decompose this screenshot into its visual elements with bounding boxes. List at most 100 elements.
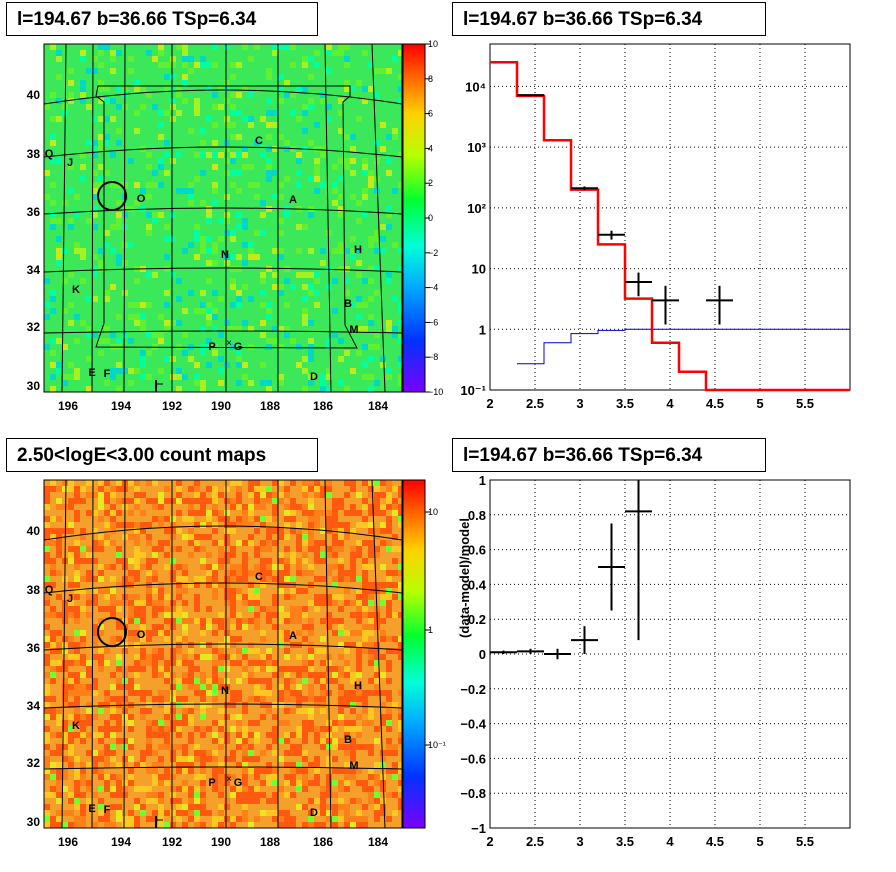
bl-noise-cell [380, 594, 386, 600]
bl-noise-cell [218, 822, 224, 828]
bl-noise-cell [170, 516, 176, 522]
tl-noise-cell [242, 374, 248, 380]
tl-noise-cell [290, 110, 296, 116]
bl-noise-cell [260, 636, 266, 642]
bl-noise-cell [266, 684, 272, 690]
bl-noise-cell [44, 792, 50, 798]
bl-noise-cell [50, 564, 56, 570]
bl-noise-cell [200, 762, 206, 768]
bl-noise-cell [224, 822, 230, 828]
bl-noise-cell [92, 732, 98, 738]
bl-noise-cell [296, 744, 302, 750]
tl-noise-cell [332, 182, 338, 188]
tr-data-point [625, 272, 652, 297]
bl-noise-cell [236, 504, 242, 510]
bl-noise-cell [392, 510, 398, 516]
bl-noise-cell [368, 612, 374, 618]
tl-noise-cell [158, 338, 164, 344]
tl-noise-cell [56, 236, 62, 242]
bl-noise-cell [236, 540, 242, 546]
bl-noise-cell [50, 696, 56, 702]
bl-noise-cell [86, 750, 92, 756]
tl-noise-cell [104, 170, 110, 176]
tl-noise-cell [92, 206, 98, 212]
bl-noise-cell [188, 804, 194, 810]
bl-noise-cell [230, 552, 236, 558]
tl-noise-cell [104, 140, 110, 146]
bl-noise-cell [272, 504, 278, 510]
bl-noise-cell [182, 612, 188, 618]
bl-noise-cell [344, 762, 350, 768]
tl-noise-cell [68, 164, 74, 170]
bl-noise-cell [188, 798, 194, 804]
bl-noise-cell [188, 768, 194, 774]
bl-noise-cell [44, 756, 50, 762]
tl-noise-cell [266, 338, 272, 344]
bl-noise-cell [44, 762, 50, 768]
bl-noise-cell [218, 768, 224, 774]
bl-noise-cell [134, 534, 140, 540]
bl-noise-cell [152, 624, 158, 630]
tl-noise-cell [362, 362, 368, 368]
bl-noise-cell [152, 648, 158, 654]
bl-noise-cell [200, 726, 206, 732]
tl-noise-cell [164, 170, 170, 176]
bl-noise-cell [62, 678, 68, 684]
bl-parallel [43, 525, 403, 541]
bl-noise-cell [56, 708, 62, 714]
bl-colorbar [402, 479, 426, 829]
tl-noise-cell [92, 272, 98, 278]
bl-noise-cell [194, 798, 200, 804]
bl-noise-cell [140, 750, 146, 756]
tl-noise-cell [188, 128, 194, 134]
tl-noise-cell [128, 242, 134, 248]
bl-noise-cell [182, 678, 188, 684]
bl-noise-cell [350, 576, 356, 582]
bl-noise-cell [110, 504, 116, 510]
bl-noise-cell [50, 528, 56, 534]
bl-noise-cell [344, 822, 350, 828]
bl-noise-cell [212, 684, 218, 690]
tl-noise-cell [206, 218, 212, 224]
bl-noise-cell [80, 654, 86, 660]
tl-noise-cell [110, 332, 116, 338]
bl-noise-cell [176, 606, 182, 612]
tl-noise-cell [278, 254, 284, 260]
tl-noise-cell [320, 386, 326, 392]
bl-noise-cell [368, 714, 374, 720]
bl-noise-cell [308, 528, 314, 534]
bl-noise-cell [236, 690, 242, 696]
bl-noise-cell [344, 780, 350, 786]
tl-noise-cell [176, 296, 182, 302]
bl-noise-cell [392, 612, 398, 618]
bl-noise-cell [212, 822, 218, 828]
bl-noise-cell [248, 540, 254, 546]
bl-noise-cell [152, 516, 158, 522]
tl-noise-cell [272, 146, 278, 152]
tl-noise-cell [398, 356, 404, 362]
bl-noise-cell [326, 756, 332, 762]
tl-noise-cell [146, 152, 152, 158]
tl-noise-cell [356, 326, 362, 332]
bl-noise-cell [80, 726, 86, 732]
bl-noise-cell [152, 774, 158, 780]
bl-noise-cell [80, 732, 86, 738]
tl-noise-cell [350, 158, 356, 164]
bl-noise-cell [134, 786, 140, 792]
bl-noise-cell [128, 744, 134, 750]
tl-noise-cell [56, 74, 62, 80]
bl-noise-cell [116, 660, 122, 666]
tl-noise-cell [284, 140, 290, 146]
bl-noise-cell [110, 540, 116, 546]
tl-noise-cell [260, 320, 266, 326]
tl-noise-cell [50, 158, 56, 164]
bl-noise-cell [200, 564, 206, 570]
bl-noise-cell [134, 618, 140, 624]
tl-noise-cell [350, 368, 356, 374]
bl-noise-cell [260, 690, 266, 696]
bl-noise-cell [152, 768, 158, 774]
bl-noise-cell [224, 654, 230, 660]
tl-noise-cell [296, 344, 302, 350]
tl-noise-cell [272, 170, 278, 176]
bl-noise-cell [134, 684, 140, 690]
